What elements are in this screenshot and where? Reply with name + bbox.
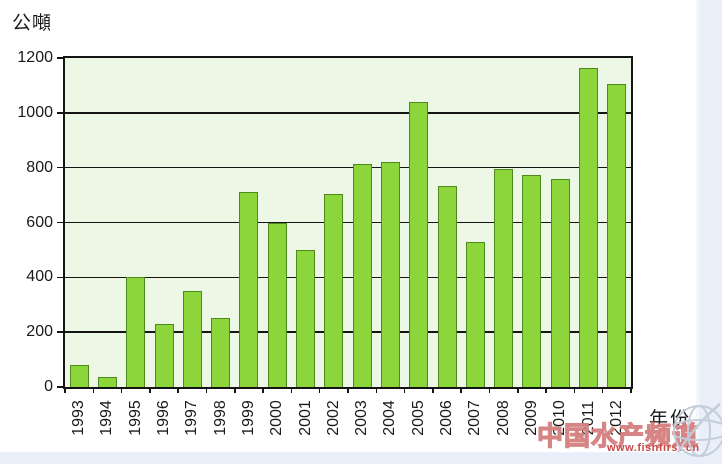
watermark-url: www.fishfirst.cn xyxy=(607,442,700,454)
x-axis-tick xyxy=(630,388,632,393)
gridline xyxy=(65,276,631,279)
bottom-margin-band xyxy=(0,452,722,464)
x-tick-label-1993: 1993 xyxy=(70,400,88,436)
x-tick-label-2002: 2002 xyxy=(324,400,342,436)
y-tick-label: 0 xyxy=(44,378,53,395)
watermark-text: 中国水产频道 xyxy=(536,420,700,451)
x-tick-label-2000: 2000 xyxy=(268,400,286,436)
x-axis-tick xyxy=(488,388,491,393)
y-tick-label: 400 xyxy=(26,268,53,286)
y-tick-label: 200 xyxy=(26,323,53,341)
bar-2004 xyxy=(380,162,400,387)
plot-area xyxy=(63,56,633,389)
x-tick-label-2008: 2008 xyxy=(494,400,512,436)
x-tick-label-2001: 2001 xyxy=(296,400,314,436)
right-margin-band xyxy=(696,0,722,464)
bar-2006 xyxy=(437,185,457,387)
globe-icon xyxy=(673,403,722,457)
bar-2011 xyxy=(579,67,599,387)
gridline xyxy=(65,112,631,114)
y-axis-tick xyxy=(57,386,63,388)
x-tick-label-1996: 1996 xyxy=(155,400,173,436)
y-axis-tick xyxy=(57,112,63,114)
bar-2001 xyxy=(296,249,316,387)
x-axis-tick xyxy=(432,388,434,393)
x-axis-tick xyxy=(64,388,66,393)
bar-2007 xyxy=(465,241,485,387)
y-axis-tick xyxy=(57,276,63,279)
y-tick-label: 600 xyxy=(26,213,53,231)
x-axis-tick xyxy=(205,388,208,393)
x-axis-tick xyxy=(234,388,236,393)
y-axis-tick xyxy=(57,166,63,169)
y-axis-title: 公噸 xyxy=(12,13,53,34)
x-axis-tick xyxy=(601,388,604,393)
y-axis-tick xyxy=(57,331,63,333)
x-tick-label-1997: 1997 xyxy=(183,400,201,436)
bar-1997 xyxy=(182,291,202,387)
x-axis-tick xyxy=(573,388,576,393)
x-axis-title: 年份 xyxy=(649,409,692,430)
y-axis-tick xyxy=(57,221,63,224)
bar-1998 xyxy=(211,318,231,387)
bar-1995 xyxy=(126,277,146,387)
x-tick-label-1999: 1999 xyxy=(239,400,257,436)
x-tick-label-1998: 1998 xyxy=(211,400,229,436)
x-tick-label-2003: 2003 xyxy=(353,400,371,436)
x-axis-tick xyxy=(149,388,151,393)
bar-2009 xyxy=(522,174,542,387)
x-tick-label-2004: 2004 xyxy=(381,400,399,436)
bar-2010 xyxy=(550,178,570,387)
bar-2000 xyxy=(267,222,287,387)
x-tick-label-2007: 2007 xyxy=(466,400,484,436)
x-axis-tick xyxy=(375,388,378,393)
bar-2012 xyxy=(607,84,627,387)
bar-1994 xyxy=(97,377,117,387)
x-axis-tick xyxy=(318,388,321,393)
y-axis-tick xyxy=(57,57,63,59)
bar-1999 xyxy=(239,192,259,387)
x-axis-tick xyxy=(92,388,95,393)
x-axis-tick xyxy=(460,388,462,393)
bar-1996 xyxy=(154,323,174,387)
x-axis-tick xyxy=(262,388,264,393)
gridline xyxy=(65,331,631,333)
x-axis-tick xyxy=(120,388,123,393)
x-axis-tick xyxy=(290,388,293,393)
y-tick-label: 1000 xyxy=(17,103,53,121)
x-tick-label-1995: 1995 xyxy=(126,400,144,436)
bar-2008 xyxy=(494,169,514,387)
x-tick-label-2005: 2005 xyxy=(409,400,427,436)
bar-1993 xyxy=(69,365,89,387)
x-axis-tick xyxy=(545,388,547,393)
bar-2003 xyxy=(352,163,372,387)
bar-2002 xyxy=(324,193,344,387)
x-axis-tick xyxy=(403,388,406,393)
y-tick-label: 800 xyxy=(26,158,53,176)
gridline xyxy=(65,166,631,169)
x-tick-label-2006: 2006 xyxy=(438,400,456,436)
gridline xyxy=(65,221,631,224)
x-axis-tick xyxy=(177,388,179,393)
bar-2005 xyxy=(409,101,429,387)
y-tick-label: 1200 xyxy=(17,49,53,66)
x-tick-label-1994: 1994 xyxy=(98,400,116,436)
x-axis-tick xyxy=(517,388,519,393)
x-axis-tick xyxy=(347,388,349,393)
